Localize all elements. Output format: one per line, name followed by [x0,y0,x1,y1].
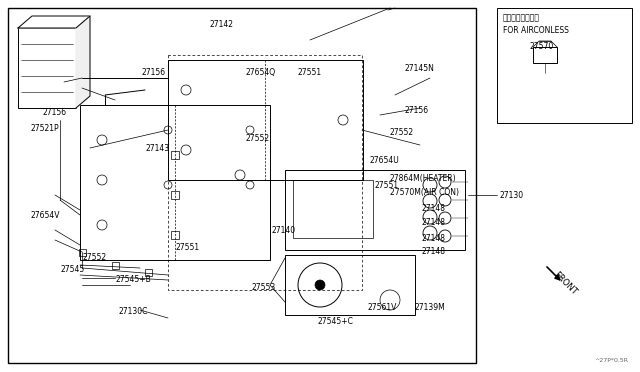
Polygon shape [18,16,90,28]
Text: 27148: 27148 [422,234,446,243]
Text: 27142: 27142 [210,19,234,29]
Text: 27130C: 27130C [118,308,147,317]
Bar [293,180,373,238]
Bar [285,170,465,250]
Bar [171,191,179,199]
Text: 27561V: 27561V [368,304,397,312]
Text: 27545+B: 27545+B [115,276,151,285]
Text: 27570: 27570 [530,42,554,51]
Text: 27148: 27148 [422,218,446,227]
Text: 27864M(HEATER): 27864M(HEATER) [390,173,456,183]
Text: 27130: 27130 [500,190,524,199]
Bar [168,60,363,180]
Text: 27654V: 27654V [30,211,60,219]
Text: 27140: 27140 [272,225,296,234]
Text: 27551: 27551 [175,244,199,253]
Text: 27143: 27143 [145,144,169,153]
Bar [80,105,270,260]
Text: 27156: 27156 [42,108,66,116]
Bar [497,8,632,123]
Text: FOR AIRCONLESS: FOR AIRCONLESS [503,26,569,35]
Bar [145,269,152,276]
Bar [533,47,557,63]
Text: 27552: 27552 [245,134,269,142]
Circle shape [315,280,325,290]
Bar [18,28,76,108]
Text: エアコン無し仕様: エアコン無し仕様 [503,13,540,22]
Text: 27521P: 27521P [30,124,59,132]
Text: ^27P*0.5R: ^27P*0.5R [594,357,628,362]
Bar [171,231,179,239]
Text: 27553: 27553 [252,283,276,292]
Text: 27148: 27148 [422,247,446,257]
Text: 27551: 27551 [298,67,322,77]
Text: 27551: 27551 [375,180,399,189]
Text: 27139M: 27139M [415,304,445,312]
Text: 27156: 27156 [142,67,166,77]
Bar [112,262,119,269]
Text: 27552: 27552 [82,253,106,263]
Text: 27156: 27156 [405,106,429,115]
Bar [8,8,476,363]
Bar [171,151,179,159]
Text: 27654U: 27654U [370,155,400,164]
Text: 27570M(AIR CON): 27570M(AIR CON) [390,187,459,196]
Text: 27545: 27545 [60,266,84,275]
Text: 27145N: 27145N [405,64,435,73]
Text: 27545+C: 27545+C [318,317,354,327]
Polygon shape [76,16,90,108]
Text: 27654Q: 27654Q [245,67,275,77]
Bar [285,255,415,315]
Bar [79,249,86,256]
Text: 27148: 27148 [422,203,446,212]
Text: FRONT: FRONT [552,270,579,296]
Text: 27552: 27552 [390,128,414,137]
